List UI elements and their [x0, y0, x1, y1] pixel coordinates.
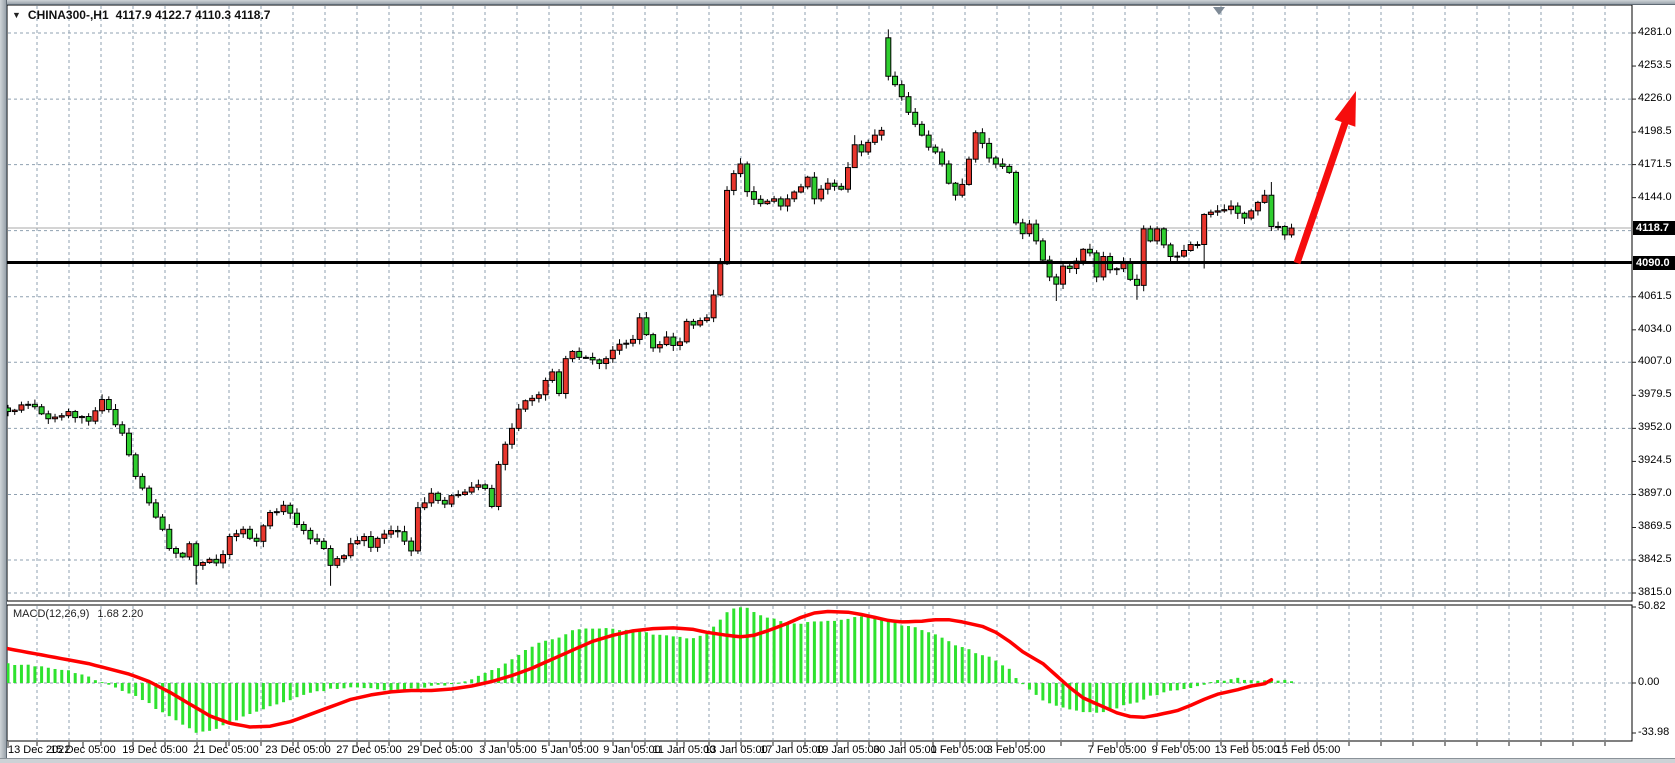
price-axis-label: 4034.0: [1638, 322, 1672, 335]
grid: [8, 6, 1631, 740]
time-axis-label: 23 Dec 05:00: [265, 744, 331, 756]
time-axis-label: 3 Feb 05:00: [986, 744, 1046, 756]
price-axis-label: 4281.0: [1638, 26, 1672, 38]
price-axis-label: 3897.0: [1638, 487, 1672, 500]
macd-panel: [6, 604, 1633, 742]
macd-axis-label: 50.82: [1638, 600, 1666, 612]
window-left-edge: [0, 0, 7, 763]
chart-title: ▼ CHINA300-,H1 4117.9 4122.7 4110.3 4118…: [12, 8, 270, 22]
time-axis-label: 5 Jan 05:00: [541, 744, 599, 756]
price-axis-label: 3869.5: [1638, 520, 1672, 533]
trend-arrow-shaft[interactable]: [1293, 116, 1351, 265]
trend-arrow-head[interactable]: [1334, 91, 1356, 127]
price-axis-label: 4007.0: [1638, 355, 1672, 368]
price-axis-label: 4171.5: [1638, 157, 1672, 170]
time-axis-label: 7 Feb 05:00: [1087, 744, 1147, 756]
price-axis-label: 4144.0: [1638, 190, 1672, 203]
time-axis-label: 15 Dec 05:00: [50, 744, 116, 756]
macd-values: 1.68 2.20: [97, 608, 144, 620]
time-axis-label: 9 Feb 05:00: [1151, 744, 1211, 756]
time-axis-label: 3 Jan 05:00: [479, 744, 537, 756]
macd-axis-label: 0.00: [1638, 676, 1660, 688]
price-axis-label: 3924.5: [1638, 454, 1672, 467]
chart-shift-marker-icon[interactable]: [1213, 7, 1225, 15]
macd-signal-line: [6, 609, 1274, 729]
time-axis-label: 21 Dec 05:00: [193, 744, 259, 756]
time-axis-label: 19 Dec 05:00: [122, 744, 188, 756]
price-axis-label: 4198.5: [1638, 125, 1672, 138]
axis-ticks: [4, 32, 1636, 748]
time-axis-label: 13 Dec 2022: [8, 744, 71, 756]
time-axis-label: 11 Jan 05:00: [652, 744, 716, 756]
price-axis-label: 4253.5: [1638, 59, 1672, 72]
time-axis-label: 13 Feb 05:00: [1214, 744, 1280, 756]
macd-histogram: [6, 607, 1294, 733]
time-axis-label: 17 Jan 05:00: [760, 744, 824, 756]
macd-axis-label: -33.98: [1638, 726, 1670, 738]
time-axis-label: 1 Feb 05:00: [930, 744, 990, 756]
candles: [5, 29, 1295, 586]
price-tag-4090.0: 4090.0: [1633, 255, 1675, 270]
time-axis-label: 30 Jan 05:00: [873, 744, 937, 756]
price-axis-label: 3952.0: [1638, 421, 1672, 434]
time-axis-label: 19 Jan 05:00: [816, 744, 880, 756]
price-axis-label: 3842.5: [1638, 552, 1672, 565]
price-axis-label: 3979.5: [1638, 388, 1672, 401]
window-bottom-edge: [0, 758, 1675, 763]
price-axis-label: 3815.0: [1638, 585, 1672, 598]
macd-indicator-label: MACD(12,26,9) 1.68 2.20: [13, 608, 143, 620]
price-tag-4118.7: 4118.7: [1633, 221, 1675, 236]
symbol-period-label: CHINA300-,H1: [27, 8, 109, 22]
window-top-edge: [0, 0, 1675, 5]
price-axis-label: 4226.0: [1638, 92, 1672, 105]
price-axis-label: 4061.5: [1638, 289, 1672, 302]
time-axis-label: 15 Feb 05:00: [1275, 744, 1341, 756]
main-chart-panel: [6, 4, 1633, 602]
ohlc-values: 4117.9 4122.7 4110.3 4118.7: [115, 8, 271, 22]
time-axis-label: 27 Dec 05:00: [336, 744, 402, 756]
time-axis-label: 9 Jan 05:00: [603, 744, 661, 756]
macd-name: MACD(12,26,9): [13, 608, 90, 620]
symbol-dropdown-icon[interactable]: ▼: [12, 10, 21, 20]
time-axis-label: 29 Dec 05:00: [407, 744, 473, 756]
time-axis-label: 13 Jan 05:00: [704, 744, 768, 756]
